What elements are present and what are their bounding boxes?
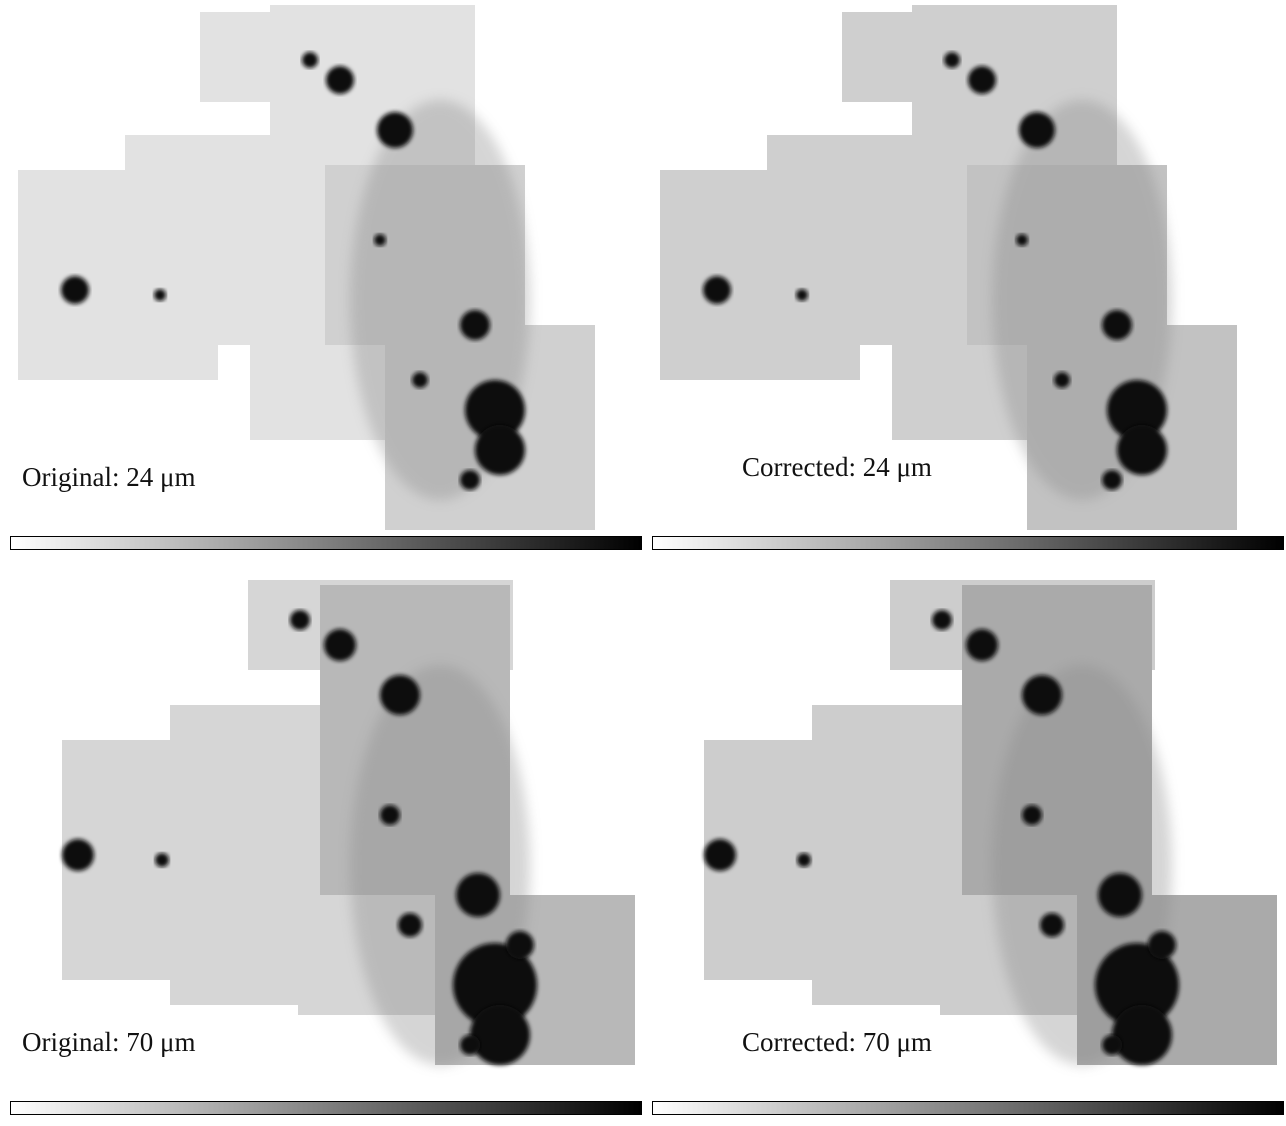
panel: Original: 70 μm	[0, 565, 642, 1125]
source	[1148, 931, 1176, 959]
source	[1019, 112, 1055, 148]
source	[1098, 873, 1142, 917]
source	[1117, 425, 1167, 475]
source	[155, 853, 169, 867]
source	[1054, 372, 1070, 388]
colorbar	[652, 536, 1284, 550]
source	[1102, 310, 1132, 340]
panel: Corrected: 24 μm	[642, 0, 1284, 560]
source	[62, 839, 94, 871]
source	[324, 629, 356, 661]
mosaic-tile	[200, 12, 275, 102]
sky-image	[704, 580, 1277, 1065]
panel: Original: 24 μm	[0, 0, 642, 560]
source	[453, 943, 537, 1027]
source	[470, 1005, 530, 1065]
panel-label: Corrected: 70 μm	[742, 1027, 932, 1057]
source	[944, 52, 960, 68]
panel-label: Original: 70 μm	[22, 1027, 196, 1057]
source	[703, 276, 731, 304]
mosaic-tile	[842, 12, 917, 102]
source	[61, 276, 89, 304]
source	[1095, 943, 1179, 1027]
source	[1112, 1005, 1172, 1065]
source	[460, 470, 480, 490]
source	[460, 1035, 480, 1055]
source	[506, 931, 534, 959]
colorbar	[10, 536, 642, 550]
mosaic-tile	[120, 170, 225, 345]
source	[380, 805, 400, 825]
source	[456, 873, 500, 917]
source	[377, 112, 413, 148]
mosaic-tile	[762, 170, 867, 345]
source	[326, 66, 354, 94]
source	[1102, 1035, 1122, 1055]
source	[966, 629, 998, 661]
colorbar	[652, 1101, 1284, 1115]
source	[1040, 913, 1064, 937]
colorbar	[10, 1101, 642, 1115]
sky-image	[660, 5, 1237, 530]
source	[1022, 675, 1062, 715]
source	[302, 52, 318, 68]
source	[465, 380, 525, 440]
source	[1107, 380, 1167, 440]
sky-image	[62, 580, 635, 1065]
source	[290, 610, 310, 630]
source	[398, 913, 422, 937]
source	[412, 372, 428, 388]
panel: Corrected: 70 μm	[642, 565, 1284, 1125]
source	[1022, 805, 1042, 825]
source	[968, 66, 996, 94]
source	[475, 425, 525, 475]
panel-label: Corrected: 24 μm	[742, 452, 932, 482]
source	[154, 289, 166, 301]
source	[704, 839, 736, 871]
source	[932, 610, 952, 630]
source	[380, 675, 420, 715]
source	[1102, 470, 1122, 490]
source	[796, 289, 808, 301]
panel-label: Original: 24 μm	[22, 462, 196, 492]
source	[460, 310, 490, 340]
sky-image	[18, 5, 595, 530]
source	[1016, 234, 1028, 246]
source	[374, 234, 386, 246]
source	[797, 853, 811, 867]
